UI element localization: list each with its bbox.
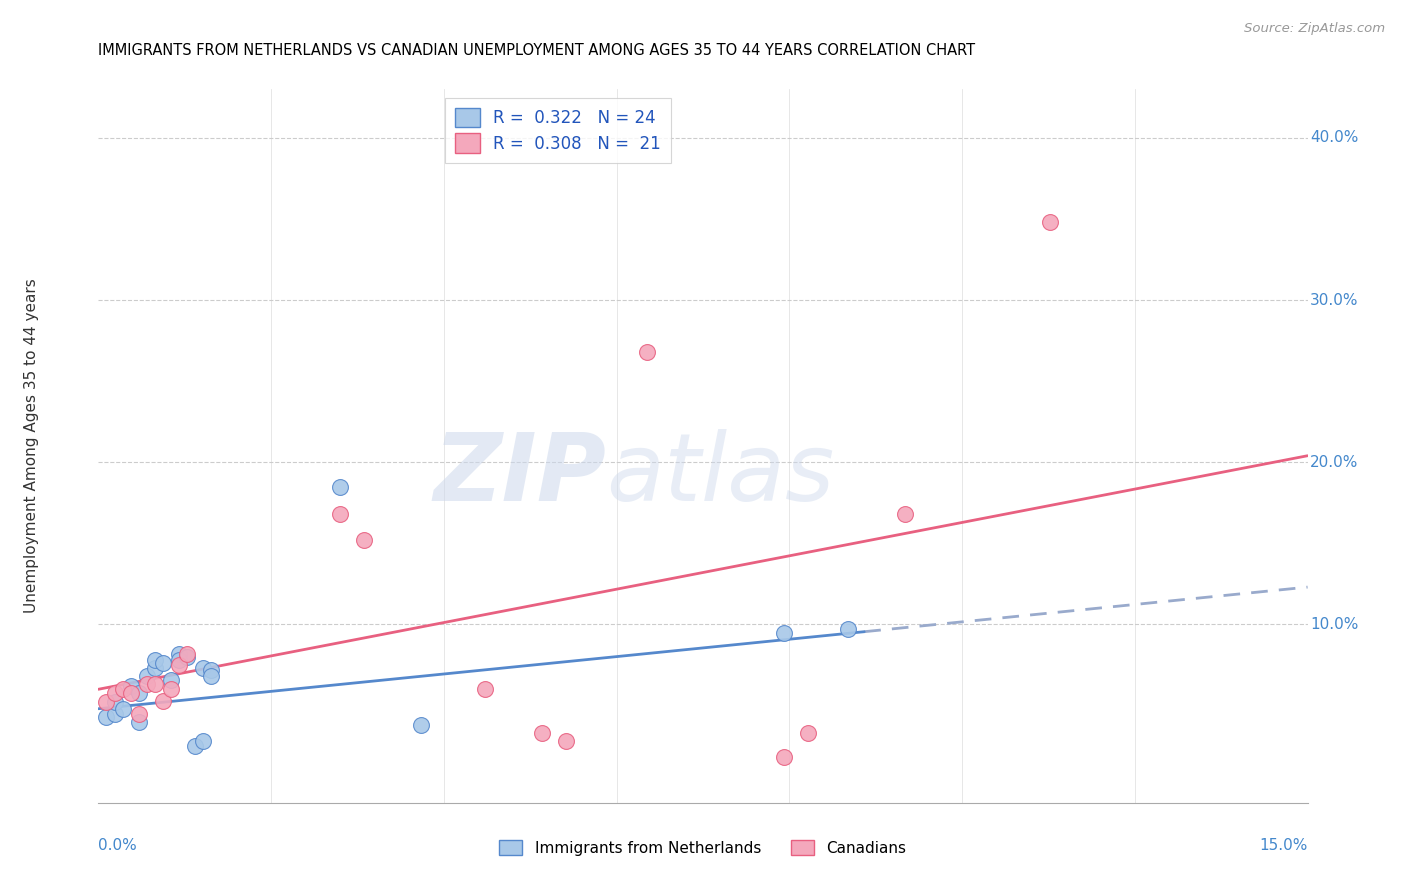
Text: 15.0%: 15.0% xyxy=(1260,838,1308,854)
Text: Source: ZipAtlas.com: Source: ZipAtlas.com xyxy=(1244,22,1385,36)
Point xyxy=(200,669,222,683)
Point xyxy=(160,673,183,687)
Point xyxy=(120,685,142,699)
Text: IMMIGRANTS FROM NETHERLANDS VS CANADIAN UNEMPLOYMENT AMONG AGES 35 TO 44 YEARS C: IMMIGRANTS FROM NETHERLANDS VS CANADIAN … xyxy=(98,43,976,58)
Point xyxy=(143,653,166,667)
Point xyxy=(120,679,142,693)
Point xyxy=(167,653,190,667)
Point xyxy=(329,507,352,521)
Point xyxy=(200,663,222,677)
Point xyxy=(184,739,207,753)
Point xyxy=(111,702,134,716)
Text: 10.0%: 10.0% xyxy=(1310,617,1358,632)
Point xyxy=(128,706,150,721)
Point xyxy=(772,750,794,764)
Point xyxy=(837,622,859,636)
Text: 40.0%: 40.0% xyxy=(1310,130,1358,145)
Point xyxy=(409,718,432,732)
Point xyxy=(152,657,174,671)
Text: ZIP: ZIP xyxy=(433,428,606,521)
Point xyxy=(167,657,190,672)
Point xyxy=(152,693,174,707)
Point xyxy=(176,649,198,664)
Point xyxy=(329,479,352,493)
Point xyxy=(96,695,118,709)
Text: atlas: atlas xyxy=(606,429,835,520)
Point xyxy=(176,647,198,661)
Point xyxy=(111,682,134,697)
Point xyxy=(555,734,578,748)
Point xyxy=(143,677,166,691)
Text: 0.0%: 0.0% xyxy=(98,838,138,854)
Text: 30.0%: 30.0% xyxy=(1310,293,1358,308)
Point xyxy=(1039,215,1062,229)
Point xyxy=(160,682,183,697)
Point xyxy=(474,682,496,697)
Point xyxy=(135,677,157,691)
Legend: R =  0.322   N = 24, R =  0.308   N =  21: R = 0.322 N = 24, R = 0.308 N = 21 xyxy=(444,97,671,162)
Point xyxy=(893,507,915,521)
Point xyxy=(797,726,820,740)
Point xyxy=(103,706,125,721)
Point xyxy=(772,625,794,640)
Point xyxy=(135,669,157,683)
Point xyxy=(143,661,166,675)
Text: Unemployment Among Ages 35 to 44 years: Unemployment Among Ages 35 to 44 years xyxy=(24,278,39,614)
Point xyxy=(530,726,553,740)
Point xyxy=(103,685,125,699)
Point xyxy=(193,661,215,675)
Text: 20.0%: 20.0% xyxy=(1310,455,1358,470)
Point xyxy=(167,647,190,661)
Point xyxy=(128,685,150,699)
Point xyxy=(103,695,125,709)
Point xyxy=(636,345,658,359)
Point xyxy=(193,734,215,748)
Point xyxy=(128,714,150,729)
Point xyxy=(353,533,375,547)
Point xyxy=(96,710,118,724)
